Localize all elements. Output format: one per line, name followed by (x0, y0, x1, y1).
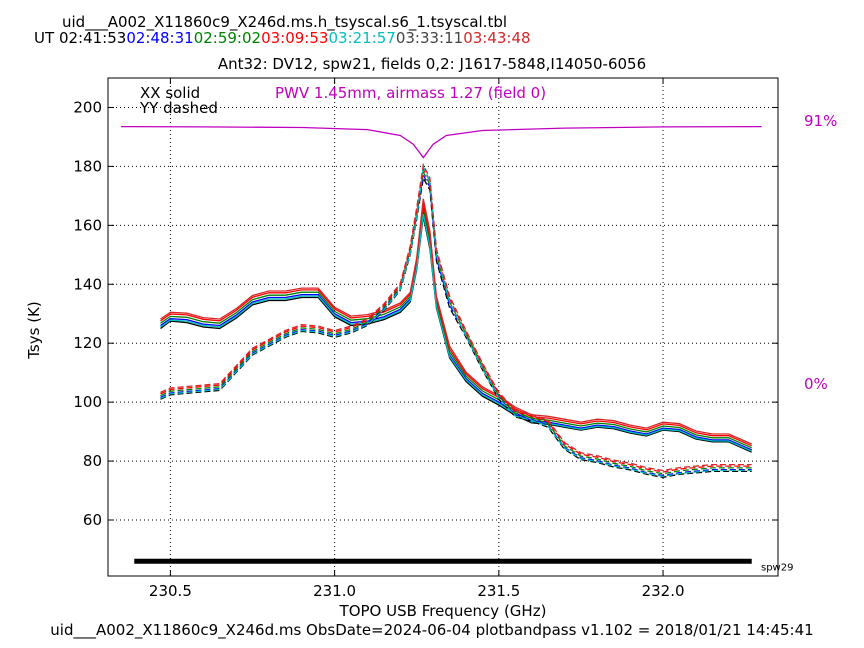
y-tick-label-4: 140 (73, 275, 102, 293)
y-tick-label-1: 80 (83, 452, 102, 470)
xx-series-line-3 (160, 203, 752, 447)
y-tick-label-6: 180 (73, 157, 102, 175)
ut-time-7: 03:43:48 (463, 29, 531, 47)
y-tick-label-5: 160 (73, 216, 102, 234)
ut-time-2: 02:48:31 (126, 29, 194, 47)
y-tick-label-3: 120 (73, 334, 102, 352)
x-axis-label: TOPO USB Frequency (GHz) (339, 602, 547, 620)
footer-text: uid___A002_X11860c9_X246d.ms ObsDate=202… (50, 621, 814, 639)
x-tick-label-3: 232.0 (642, 582, 685, 600)
x-tick-label-2: 231.5 (477, 582, 520, 600)
pwv-annotation: PWV 1.45mm, airmass 1.27 (field 0) (275, 84, 546, 102)
xx-series-line-5 (160, 198, 752, 445)
legend-text-0: XX solid (140, 84, 200, 102)
atmospheric-transmission-line (121, 125, 762, 159)
ut-label: UT (34, 29, 55, 47)
x-tick-label-1: 231.0 (313, 582, 356, 600)
figure-title: uid___A002_X11860c9_X246d.ms.h_tsyscal.s… (62, 13, 508, 31)
xx-series-line-4 (160, 213, 752, 452)
ut-time-5: 03:21:57 (328, 29, 396, 47)
transmission-bottom-label: 0% (804, 375, 828, 393)
yy-series-line-9 (160, 167, 752, 473)
yy-series-line-6 (160, 176, 752, 478)
yy-series-line-10 (160, 164, 752, 478)
y-tick-label-0: 60 (83, 511, 102, 529)
xx-series-line-2 (160, 207, 752, 449)
x-tick-label-0: 230.5 (149, 582, 192, 600)
ut-time-row: UT 02:41:5302:48:3102:59:0203:09:5303:21… (34, 29, 531, 47)
ut-time-4: 03:09:53 (261, 29, 329, 47)
plot-title: Ant32: DV12, spw21, fields 0,2: J1617-58… (217, 55, 647, 73)
y-tick-label-7: 200 (73, 98, 102, 116)
plot-frame (107, 77, 779, 577)
spw-label: spw29 (761, 562, 793, 573)
y-tick-label-2: 100 (73, 393, 102, 411)
legend-text-1: YY dashed (139, 99, 218, 117)
ut-time-3: 02:59:02 (193, 29, 262, 47)
ut-time-1: 02:41:53 (58, 29, 127, 47)
ut-time-6: 03:33:11 (395, 29, 464, 47)
transmission-top-label: 91% (804, 112, 837, 130)
yy-series-line-11 (160, 162, 752, 472)
